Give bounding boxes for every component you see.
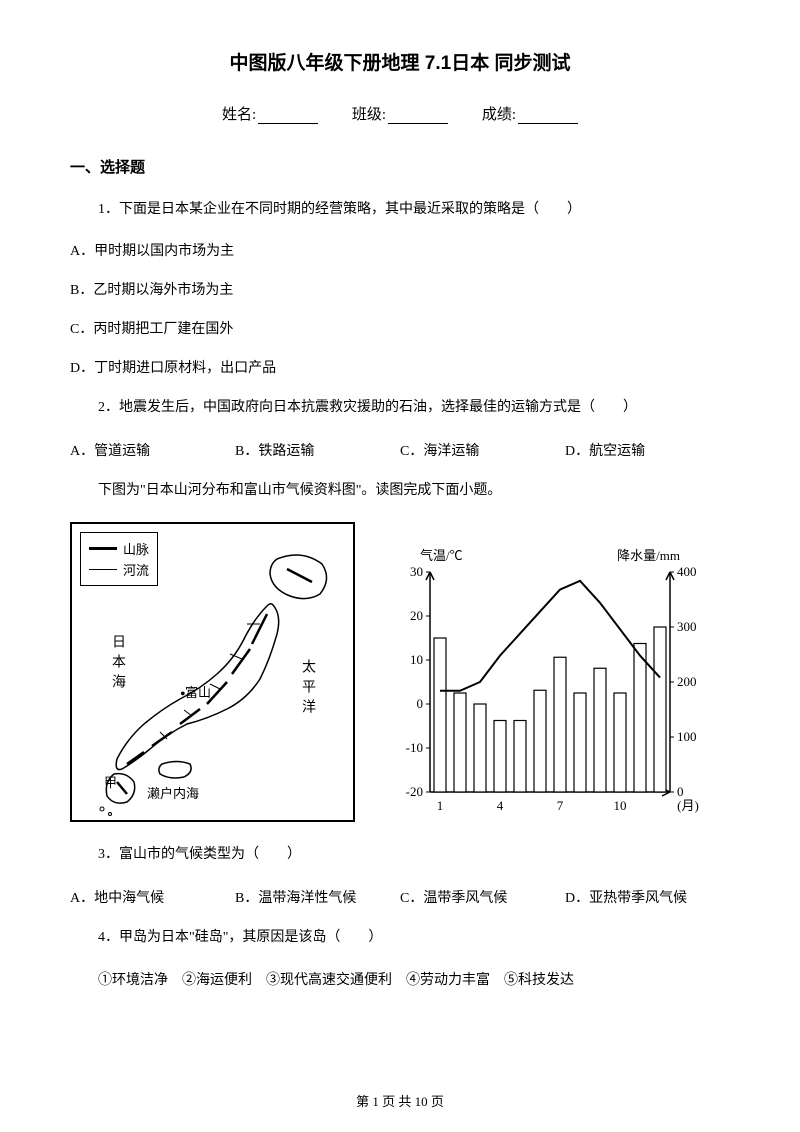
svg-text:0: 0 [417, 696, 424, 711]
q3-option-c[interactable]: C．温带季风气候 [400, 887, 565, 907]
figure-intro: 下图为"日本山河分布和富山市气候资料图"。读图完成下面小题。 [70, 480, 730, 502]
svg-text:7: 7 [557, 798, 564, 813]
q2-options: A．管道运输 B．铁路运输 C．海洋运输 D．航空运输 [70, 440, 730, 460]
svg-text:200: 200 [677, 674, 697, 689]
svg-text:30: 30 [410, 564, 423, 579]
fushan-dot-icon: • [180, 686, 186, 704]
q2-option-a[interactable]: A．管道运输 [70, 440, 235, 460]
q4-stem: 4．甲岛为日本"硅岛"，其原因是该岛（ ） [70, 927, 730, 949]
class-blank[interactable] [388, 123, 448, 124]
q2-option-c[interactable]: C．海洋运输 [400, 440, 565, 460]
label-setonaikai: 濑户内海 [147, 783, 199, 802]
q2-option-b[interactable]: B．铁路运输 [235, 440, 400, 460]
q1-option-c[interactable]: C．丙时期把工厂建在国外 [70, 319, 730, 340]
climate-chart: 气温/℃降水量/mm3020100-10-2040030020010001471… [385, 542, 715, 822]
q3-option-a[interactable]: A．地中海气候 [70, 887, 235, 907]
q3-stem: 3．富山市的气候类型为（ ） [70, 844, 730, 866]
q2-option-d[interactable]: D．航空运输 [565, 440, 730, 460]
svg-text:1: 1 [437, 798, 444, 813]
svg-text:(月): (月) [677, 798, 699, 813]
section-header: 一、选择题 [70, 156, 730, 177]
label-jia: 甲 [104, 772, 117, 791]
q3-option-d[interactable]: D．亚热带季风气候 [565, 887, 730, 907]
svg-text:气温/℃: 气温/℃ [420, 548, 463, 563]
score-blank[interactable] [518, 123, 578, 124]
q3-options: A．地中海气候 B．温带海洋性气候 C．温带季风气候 D．亚热带季风气候 [70, 887, 730, 907]
q1-option-a[interactable]: A．甲时期以国内市场为主 [70, 241, 730, 262]
q4-items: ①环境洁净 ②海运便利 ③现代高速交通便利 ④劳动力丰富 ⑤科技发达 [70, 969, 730, 989]
score-label: 成绩: [482, 107, 516, 123]
student-info-line: 姓名: 班级: 成绩: [70, 103, 730, 124]
japan-map: 山脉 河流 日本海 富山 • 太平洋 濑户内海 甲 [70, 522, 355, 822]
q3-option-b[interactable]: B．温带海洋性气候 [235, 887, 400, 907]
q2-stem: 2．地震发生后，中国政府向日本抗震救灾援助的石油，选择最佳的运输方式是（ ） [70, 397, 730, 419]
svg-text:400: 400 [677, 564, 697, 579]
name-blank[interactable] [258, 123, 318, 124]
name-label: 姓名: [222, 107, 256, 123]
svg-text:10: 10 [614, 798, 627, 813]
label-fushan: 富山 [185, 682, 211, 701]
svg-text:20: 20 [410, 608, 423, 623]
figures-row: 山脉 河流 日本海 富山 • 太平洋 濑户内海 甲 气温/℃降水量/mm3 [70, 522, 730, 822]
q1-option-b[interactable]: B．乙时期以海外市场为主 [70, 280, 730, 301]
svg-text:300: 300 [677, 619, 697, 634]
q1-option-d[interactable]: D．丁时期进口原材料，出口产品 [70, 358, 730, 379]
q1-stem: 1．下面是日本某企业在不同时期的经营策略，其中最近采取的策略是（ ） [70, 199, 730, 221]
svg-text:10: 10 [410, 652, 423, 667]
svg-text:-20: -20 [406, 784, 423, 799]
svg-text:4: 4 [497, 798, 504, 813]
svg-text:降水量/mm: 降水量/mm [617, 548, 680, 563]
class-label: 班级: [352, 107, 386, 123]
label-sea-japan: 日本海 [107, 634, 127, 694]
svg-text:0: 0 [677, 784, 684, 799]
svg-text:100: 100 [677, 729, 697, 744]
page-footer: 第 1 页 共 10 页 [0, 1091, 800, 1110]
label-pacific: 太平洋 [297, 659, 317, 719]
svg-text:-10: -10 [406, 740, 423, 755]
page-title: 中图版八年级下册地理 7.1日本 同步测试 [70, 48, 730, 75]
